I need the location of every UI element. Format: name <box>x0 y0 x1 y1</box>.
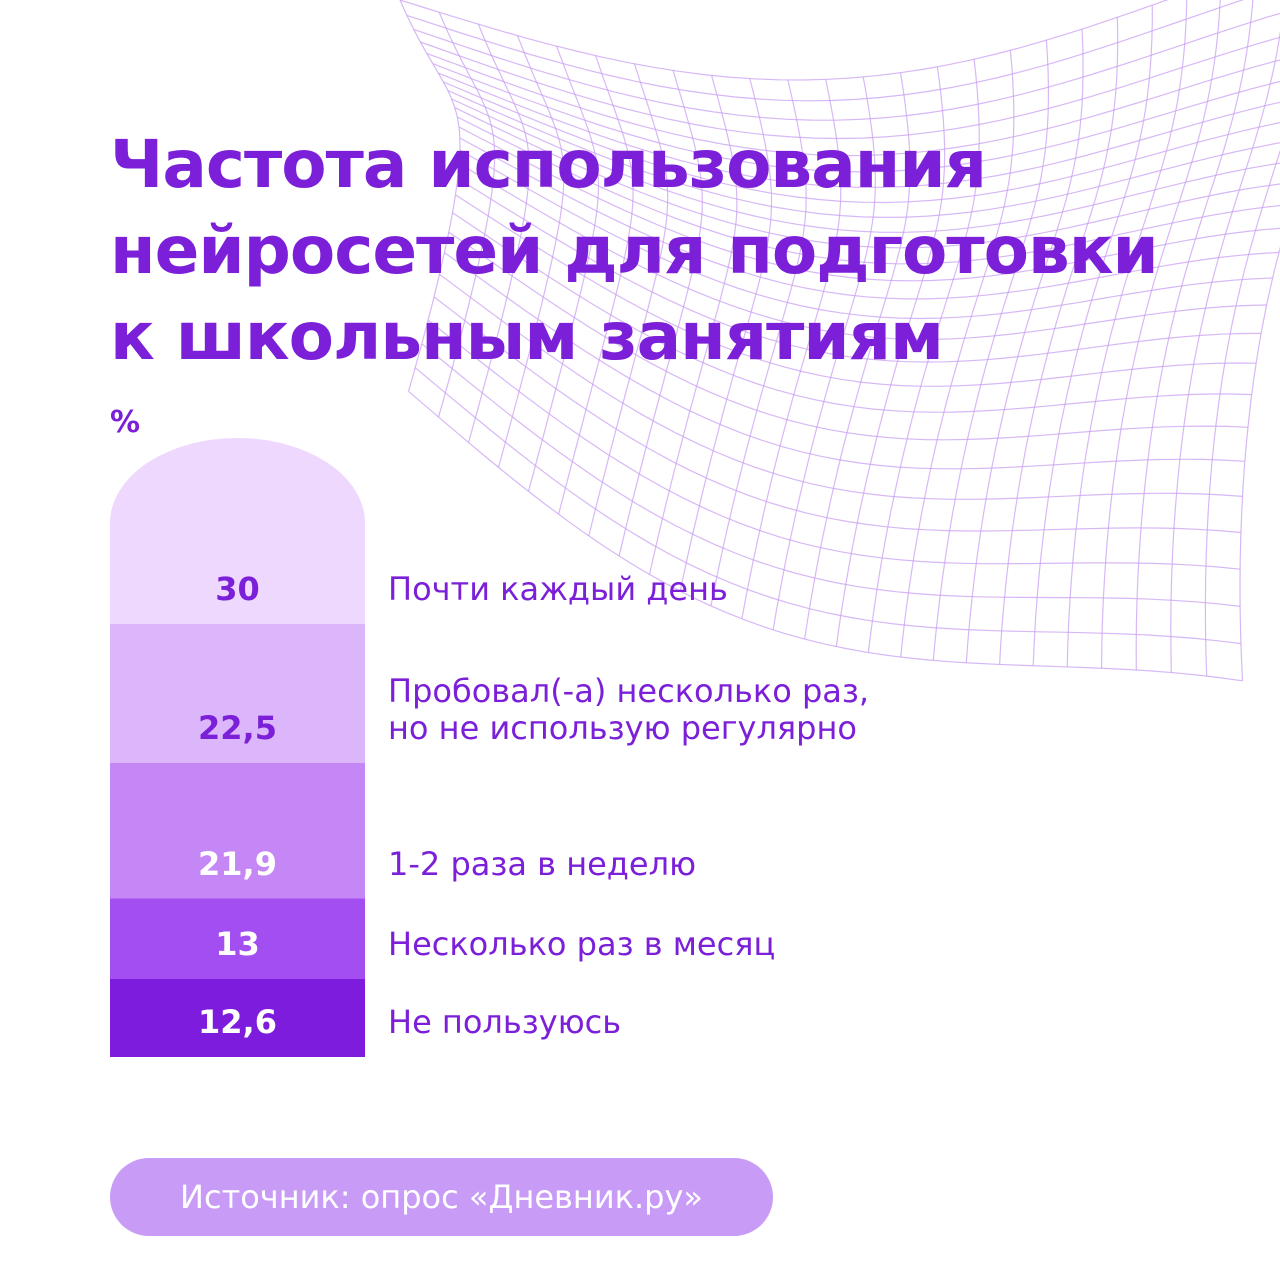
category-label: 1-2 раза в неделю <box>388 844 696 883</box>
category-label: Пробовал(-а) несколько раз, но не исполь… <box>388 671 870 747</box>
bar-segment <box>110 979 365 1057</box>
mesh-line <box>427 319 1241 570</box>
mesh-line <box>1066 0 1188 667</box>
bar-segment <box>110 898 365 980</box>
category-label: Не пользуюсь <box>388 1003 622 1041</box>
mesh-line <box>900 50 1015 658</box>
y-axis-unit: % <box>110 405 141 440</box>
mesh-line <box>1032 5 1153 666</box>
value-label: 22,5 <box>198 708 277 747</box>
mesh-line <box>455 194 1257 387</box>
mesh-line <box>458 163 1267 340</box>
mesh-line <box>421 343 1241 607</box>
mesh-line <box>452 212 1252 413</box>
value-label: 12,6 <box>198 1003 277 1041</box>
mesh-line <box>459 149 1273 320</box>
mesh-line <box>999 17 1119 665</box>
mesh-line <box>448 231 1248 441</box>
mesh-line <box>932 40 1049 661</box>
value-label: 21,9 <box>198 844 277 883</box>
category-label: Несколько раз в месяц <box>388 925 776 964</box>
mesh-line <box>414 367 1241 645</box>
mesh-line <box>408 390 1243 682</box>
mesh-line <box>433 296 1241 534</box>
category-label: Почти каждый день <box>388 569 728 608</box>
mesh-line <box>1239 246 1280 681</box>
bar-segment <box>110 762 365 899</box>
bar-segment <box>110 623 365 763</box>
mesh-line <box>1101 0 1221 669</box>
mesh-line <box>965 29 1084 663</box>
mesh-line <box>444 252 1245 470</box>
value-label: 13 <box>215 925 260 964</box>
mesh-line <box>1204 149 1280 677</box>
mesh-line <box>459 137 1280 300</box>
source-badge: Источник: опрос «Дневник.ру» <box>110 1158 773 1236</box>
mesh-line <box>1170 30 1280 673</box>
bar-segment <box>110 438 365 624</box>
chart-title: Частота использования нейросетей для под… <box>110 126 1159 375</box>
mesh-line <box>835 66 946 647</box>
mesh-line <box>867 59 980 653</box>
value-label: 30 <box>215 569 260 608</box>
mesh-line <box>439 273 1243 500</box>
mesh-line <box>1135 0 1254 671</box>
mesh-line <box>457 177 1262 363</box>
